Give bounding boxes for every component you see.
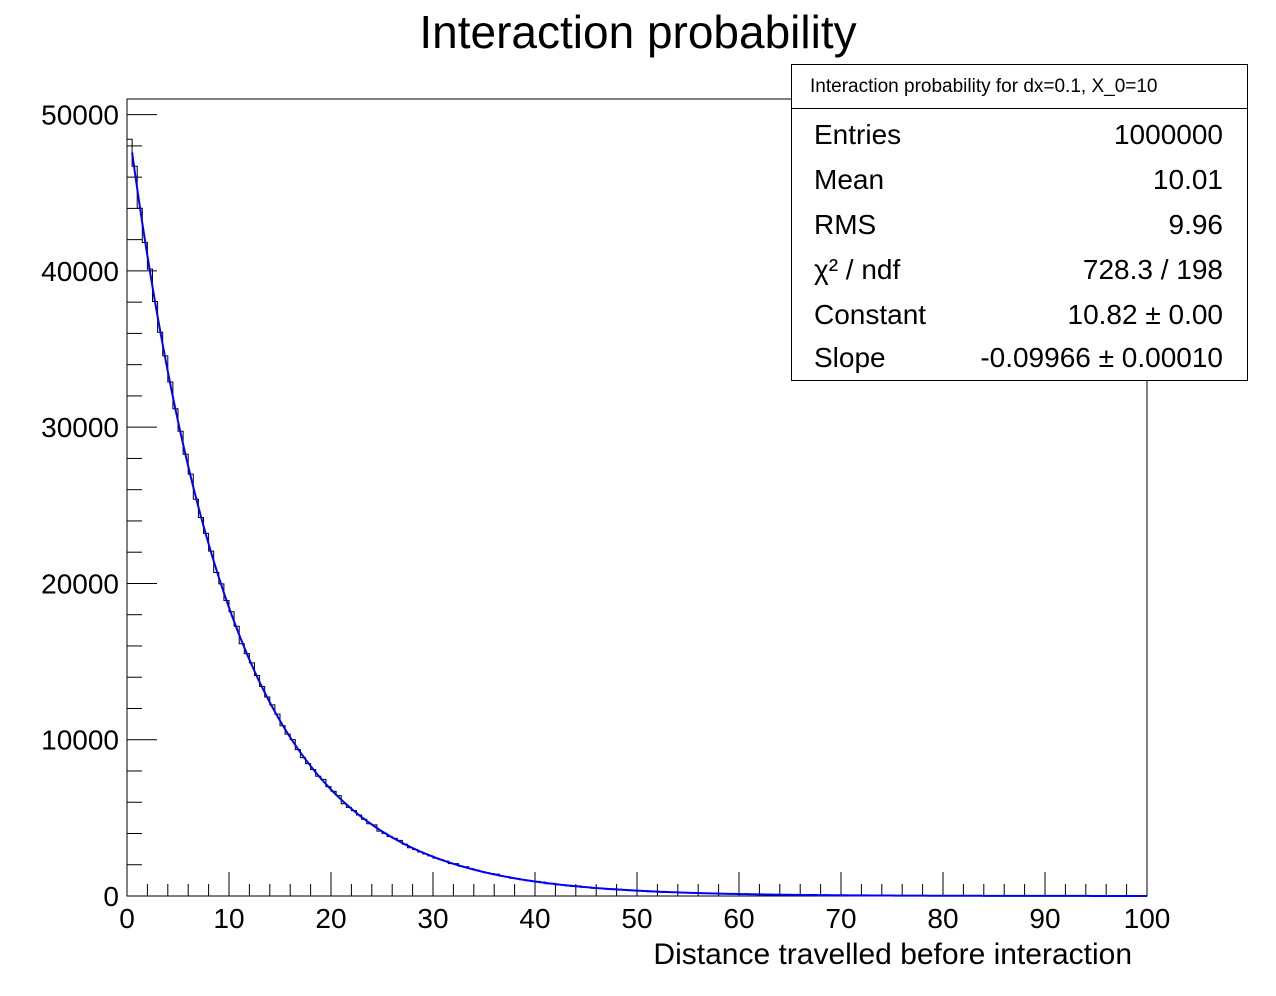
x-tick-label: 80 [927,903,958,934]
x-axis-label: Distance travelled before interaction [653,938,1132,971]
stats-value: 1000000 [1113,119,1223,150]
stats-box-title: Interaction probability for dx=0.1, X_0=… [792,65,1247,109]
x-tick-label: 60 [723,903,754,934]
stats-value: 10.01 [1152,164,1223,195]
stats-label: Mean [814,164,885,195]
stats-row-slope: Slope -0.09966 ± 0.00010 [792,336,1247,381]
stats-row-entries: Entries 1000000 [792,113,1247,158]
x-tick-label: 30 [417,903,448,934]
stats-row-constant: Constant 10.82 ± 0.00 [792,293,1247,338]
x-tick-label: 20 [315,903,346,934]
plot-marks [126,138,1148,897]
stats-value: 10.82 ± 0.00 [1067,299,1224,330]
x-axis: 0 10 20 30 40 50 60 70 80 90 100 [119,872,1170,934]
stats-label: Entries [814,119,902,150]
stats-row-chi2-ndf: χ² / ndf 728.3 / 198 [792,248,1247,293]
y-tick-label: 40000 [41,256,119,287]
stats-value: -0.09966 ± 0.00010 [980,342,1223,373]
x-tick-label: 50 [621,903,652,934]
stats-value: 728.3 / 198 [1082,254,1223,285]
stats-value: 9.96 [1168,209,1224,240]
stats-row-rms: RMS 9.96 [792,203,1247,248]
x-tick-label: 10 [213,903,244,934]
stats-box: Interaction probability for dx=0.1, X_0=… [791,64,1248,381]
y-tick-label: 20000 [41,568,119,599]
stats-label: Slope [814,342,886,373]
x-tick-label: 90 [1029,903,1060,934]
y-axis: 0 10000 20000 30000 40000 50000 [41,100,157,912]
x-tick-label: 70 [825,903,856,934]
y-tick-label: 10000 [41,725,119,756]
y-tick-label: 30000 [41,412,119,443]
chart-title: Interaction probability [419,6,856,58]
x-tick-label: 40 [519,903,550,934]
stats-row-mean: Mean 10.01 [792,158,1247,203]
stats-label: RMS [814,209,877,240]
y-tick-label: 0 [103,881,119,912]
stats-label: Constant [814,299,927,330]
x-tick-label: 0 [119,903,135,934]
stats-label: χ² / ndf [814,254,901,285]
y-tick-label: 50000 [41,100,119,131]
fit-curve [131,152,1147,897]
x-tick-label: 100 [1124,903,1171,934]
